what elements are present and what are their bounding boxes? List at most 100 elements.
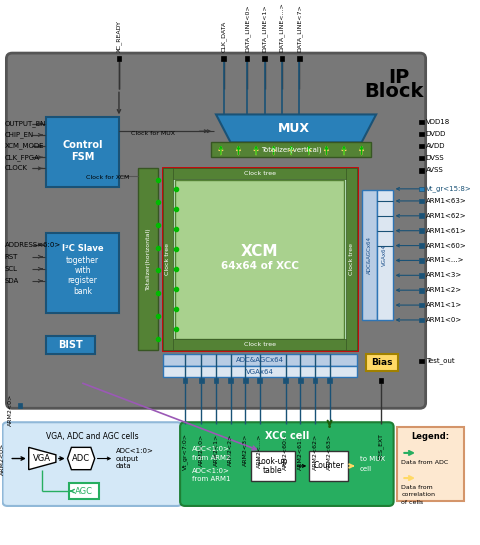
Bar [46,233,119,312]
Polygon shape [216,114,376,142]
Text: cell: cell [360,466,372,472]
Bar [257,378,262,383]
Text: ARM1<1>: ARM1<1> [426,302,462,308]
Bar [420,119,424,124]
Bar [420,214,424,218]
Text: RES_EXT: RES_EXT [378,433,384,461]
Bar [420,243,424,248]
Bar [420,132,424,136]
Text: DVDD: DVDD [426,131,446,137]
Bar [46,336,95,354]
Text: Clock tree: Clock tree [244,342,276,347]
Text: Clock tree: Clock tree [166,243,170,275]
Text: ARM2<...>: ARM2<...> [257,433,262,468]
Bar [420,303,424,307]
Text: RST: RST [4,254,18,260]
Text: Clock tree: Clock tree [244,171,276,176]
Bar [420,273,424,277]
Bar [199,378,204,383]
Text: BIST: BIST [58,340,83,350]
Text: from ARM2: from ARM2 [192,455,230,461]
Text: ARM2<0>: ARM2<0> [0,443,5,475]
Text: ARM2<61>: ARM2<61> [298,433,303,470]
Bar [420,144,424,148]
Text: DATA_LINE<1>: DATA_LINE<1> [262,4,267,52]
Bar [163,340,357,350]
Text: Clock for MUX: Clock for MUX [131,131,175,136]
Bar [420,288,424,293]
Text: of cells: of cells [401,500,423,505]
Text: Vt_gr<7:0>: Vt_gr<7:0> [182,433,188,470]
Text: XC_READY: XC_READY [116,20,122,52]
Text: data: data [116,463,132,469]
Text: to MUX: to MUX [360,457,385,463]
Text: ADC<1:0>: ADC<1:0> [192,446,230,452]
Text: ARM2<60>: ARM2<60> [283,433,288,470]
Bar [245,56,250,61]
Text: Totalizer(vertical): Totalizer(vertical) [261,147,322,153]
Bar [420,359,424,363]
Text: ARM1<62>: ARM1<62> [426,213,466,219]
Text: Test_out: Test_out [426,358,454,364]
Text: VGAx64: VGAx64 [246,368,274,374]
Text: CHIP_EN: CHIP_EN [4,131,34,138]
Bar [163,168,357,179]
Text: CLOCK: CLOCK [4,165,27,171]
Bar [284,378,288,383]
Polygon shape [29,447,56,470]
Text: Look-up: Look-up [257,457,288,466]
Bar [420,318,424,322]
Text: Vt_gr<15:8>: Vt_gr<15:8> [426,185,471,192]
Text: ARM1<61>: ARM1<61> [426,228,467,234]
Text: Clock tree: Clock tree [349,243,354,275]
Text: IP: IP [388,68,409,87]
Text: AGC: AGC [75,487,93,495]
Polygon shape [68,447,95,470]
Text: VGA: VGA [33,454,51,463]
Text: ADC<1:0>: ADC<1:0> [192,468,230,474]
Text: VGA, ADC and AGC cells: VGA, ADC and AGC cells [46,432,139,441]
Text: MUX: MUX [277,122,310,135]
Text: VDD18: VDD18 [426,119,450,125]
Bar [228,378,233,383]
Bar [366,354,397,371]
Bar [163,366,357,377]
Text: OUTPUT_EN: OUTPUT_EN [4,120,46,127]
Bar [251,451,295,481]
Bar [46,117,119,187]
Text: Bias: Bias [371,358,393,367]
Text: XCM: XCM [241,244,278,259]
Text: Legend:: Legend: [411,432,450,441]
Text: ARM2<1>: ARM2<1> [214,433,218,465]
Bar [18,403,23,408]
Text: ARM1<2>: ARM1<2> [426,287,462,293]
Bar [420,186,424,191]
Text: ARM2<0>: ARM2<0> [8,394,13,426]
Text: XCC cell: XCC cell [264,431,309,441]
Text: correlation: correlation [401,492,435,497]
Text: ARM1<...>: ARM1<...> [426,257,464,263]
Text: SDA: SDA [4,278,19,284]
Bar [297,56,302,61]
Text: ARM1<60>: ARM1<60> [426,243,467,249]
Text: DATA_LINE<7>: DATA_LINE<7> [297,4,302,52]
Text: from ARM1: from ARM1 [192,476,230,482]
Text: ARM2<2>: ARM2<2> [228,433,233,466]
Bar [346,168,357,350]
FancyBboxPatch shape [180,422,394,506]
Text: CLK_FPGA: CLK_FPGA [4,154,39,161]
Bar [163,168,357,350]
Bar [279,56,285,61]
Bar [377,190,393,320]
Text: ADC: ADC [72,454,90,463]
Bar [214,378,218,383]
Text: ADC<1:0>: ADC<1:0> [116,448,154,454]
Bar [420,228,424,233]
Text: DVSS: DVSS [426,155,444,161]
Text: bank: bank [73,287,92,295]
Bar [163,168,173,350]
Text: Data from ADC: Data from ADC [401,460,449,465]
Text: ARM1<3>: ARM1<3> [426,272,462,278]
FancyBboxPatch shape [2,422,182,506]
Text: Data from: Data from [401,485,433,490]
